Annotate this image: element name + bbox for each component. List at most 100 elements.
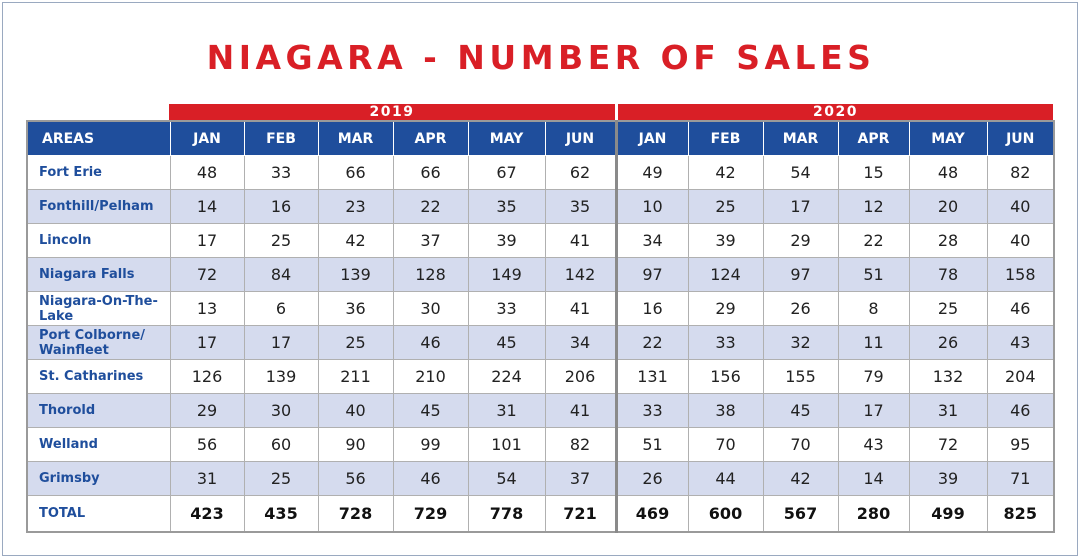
sales-value: 78 bbox=[908, 257, 988, 292]
sales-value: 435 bbox=[243, 495, 319, 533]
sales-value: 41 bbox=[544, 291, 617, 326]
table-body: Fort Erie 48 33 66 66 67 62 49 42 54 15 48 82 Fonthil… bbox=[26, 155, 1055, 533]
sales-value: 23 bbox=[317, 189, 394, 224]
sales-value: 22 bbox=[392, 189, 469, 224]
column-header-month: JUN bbox=[544, 120, 617, 156]
sales-value: 33 bbox=[243, 155, 319, 190]
column-header-month: FEB bbox=[243, 120, 319, 156]
sales-value: 567 bbox=[762, 495, 839, 533]
sales-value: 729 bbox=[392, 495, 469, 533]
table-row: Niagara Falls 72 84 139 128 149 142 97 124 97 51 78… bbox=[26, 257, 1055, 292]
sales-value: 132 bbox=[908, 359, 988, 394]
sales-value: 43 bbox=[986, 325, 1055, 360]
sales-value: 25 bbox=[687, 189, 764, 224]
sales-value: 31 bbox=[467, 393, 546, 428]
sales-value: 469 bbox=[614, 495, 689, 533]
sales-value: 62 bbox=[544, 155, 617, 190]
sales-value: 22 bbox=[837, 223, 910, 258]
sales-value: 128 bbox=[392, 257, 469, 292]
sales-value: 51 bbox=[837, 257, 910, 292]
sales-value: 95 bbox=[986, 427, 1055, 462]
sales-value: 139 bbox=[243, 359, 319, 394]
sales-value: 12 bbox=[837, 189, 910, 224]
sales-value: 204 bbox=[986, 359, 1055, 394]
sales-value: 25 bbox=[243, 223, 319, 258]
sales-value: 26 bbox=[908, 325, 988, 360]
page-title: NIAGARA - NUMBER OF SALES bbox=[206, 38, 876, 77]
sales-value: 11 bbox=[837, 325, 910, 360]
table-row: Lincoln 17 25 42 37 39 41 34 39 29 22 28 40 bbox=[26, 223, 1055, 258]
column-header-month: APR bbox=[392, 120, 469, 156]
sales-value: 224 bbox=[467, 359, 546, 394]
sales-value: 84 bbox=[243, 257, 319, 292]
sales-value: 149 bbox=[467, 257, 546, 292]
column-header-month: MAY bbox=[467, 120, 546, 156]
sales-value: 33 bbox=[687, 325, 764, 360]
sales-value: 30 bbox=[243, 393, 319, 428]
sales-value: 44 bbox=[687, 461, 764, 496]
sales-value: 26 bbox=[614, 461, 689, 496]
sales-value: 66 bbox=[317, 155, 394, 190]
table-row: Niagara-On-The-Lake 13 6 36 30 33 41 16 29 26 8 25 4… bbox=[26, 291, 1055, 326]
sales-value: 14 bbox=[837, 461, 910, 496]
sales-value: 46 bbox=[986, 393, 1055, 428]
sales-value: 48 bbox=[908, 155, 988, 190]
sales-value: 17 bbox=[837, 393, 910, 428]
sales-value: 42 bbox=[762, 461, 839, 496]
area-name: Fort Erie bbox=[26, 155, 171, 190]
area-name: Port Colborne/ Wainfleet bbox=[26, 325, 171, 360]
sales-value: 30 bbox=[392, 291, 469, 326]
area-name: Lincoln bbox=[26, 223, 171, 258]
sales-value: 46 bbox=[392, 325, 469, 360]
sales-value: 41 bbox=[544, 223, 617, 258]
area-name: Niagara Falls bbox=[26, 257, 171, 292]
sales-value: 48 bbox=[169, 155, 245, 190]
sales-value: 33 bbox=[467, 291, 546, 326]
table-row: Welland 56 60 90 99 101 82 51 70 70 43 72 95 bbox=[26, 427, 1055, 462]
area-name: TOTAL bbox=[26, 495, 171, 533]
sales-value: 600 bbox=[687, 495, 764, 533]
table-row: Thorold 29 30 40 45 31 41 33 38 45 17 31 46 bbox=[26, 393, 1055, 428]
sales-value: 82 bbox=[986, 155, 1055, 190]
sales-value: 51 bbox=[614, 427, 689, 462]
sales-value: 82 bbox=[544, 427, 617, 462]
area-name: Fonthill/Pelham bbox=[26, 189, 171, 224]
sales-value: 33 bbox=[614, 393, 689, 428]
sales-value: 66 bbox=[392, 155, 469, 190]
column-header-month: JAN bbox=[614, 120, 689, 156]
sales-table: AREAS JAN FEB MAR APR MAY JUN JAN FEB MA… bbox=[26, 120, 1055, 533]
sales-value: 10 bbox=[614, 189, 689, 224]
sales-value: 45 bbox=[467, 325, 546, 360]
sales-value: 56 bbox=[169, 427, 245, 462]
sales-value: 40 bbox=[986, 189, 1055, 224]
sales-value: 54 bbox=[467, 461, 546, 496]
column-header-month: FEB bbox=[687, 120, 764, 156]
sales-value: 131 bbox=[614, 359, 689, 394]
sales-value: 6 bbox=[243, 291, 319, 326]
sales-value: 41 bbox=[544, 393, 617, 428]
year-header-2019: 2019 bbox=[169, 104, 615, 120]
sales-value: 39 bbox=[687, 223, 764, 258]
sales-value: 31 bbox=[908, 393, 988, 428]
sales-value: 37 bbox=[544, 461, 617, 496]
year-header-2020: 2020 bbox=[618, 104, 1053, 120]
sales-value: 46 bbox=[986, 291, 1055, 326]
sales-value: 70 bbox=[687, 427, 764, 462]
total-row: TOTAL 423 435 728 729 778 721 469 600 567 280 499 82… bbox=[26, 495, 1055, 533]
area-name: Grimsby bbox=[26, 461, 171, 496]
sales-value: 721 bbox=[544, 495, 617, 533]
header-row: AREAS JAN FEB MAR APR MAY JUN JAN FEB MA… bbox=[26, 120, 1055, 156]
sales-value: 67 bbox=[467, 155, 546, 190]
sales-value: 90 bbox=[317, 427, 394, 462]
sales-value: 31 bbox=[169, 461, 245, 496]
column-header-month: MAY bbox=[908, 120, 988, 156]
sales-value: 14 bbox=[169, 189, 245, 224]
sales-value: 25 bbox=[908, 291, 988, 326]
sales-value: 39 bbox=[908, 461, 988, 496]
sales-value: 16 bbox=[614, 291, 689, 326]
sales-value: 99 bbox=[392, 427, 469, 462]
area-name: Welland bbox=[26, 427, 171, 462]
sales-value: 79 bbox=[837, 359, 910, 394]
sales-value: 40 bbox=[986, 223, 1055, 258]
area-name: Thorold bbox=[26, 393, 171, 428]
